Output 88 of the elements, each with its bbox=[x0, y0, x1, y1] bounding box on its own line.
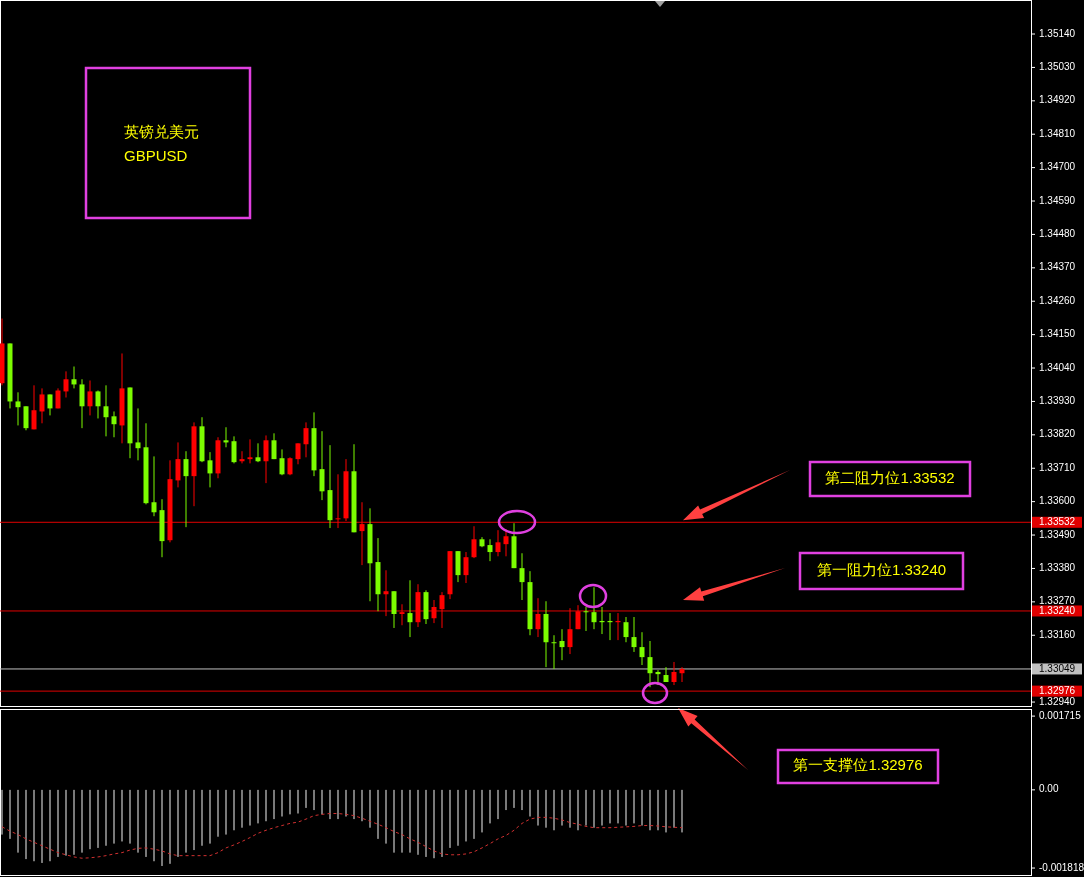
y-tick-label: 1.34040 bbox=[1039, 361, 1076, 373]
candlestick bbox=[263, 434, 269, 484]
y-tick-label: 1.33270 bbox=[1039, 595, 1076, 607]
ref-line-label: 1.33049 bbox=[1039, 662, 1076, 674]
candlestick bbox=[231, 435, 237, 464]
y-tick-label: 1.32940 bbox=[1039, 695, 1076, 707]
candlestick bbox=[335, 473, 341, 529]
candlestick bbox=[551, 634, 557, 670]
annotation: 第一支撑位1.32976 bbox=[793, 756, 923, 774]
annotation: 第一阻力位1.33240 bbox=[816, 560, 947, 578]
candlestick bbox=[223, 426, 229, 448]
candlestick bbox=[175, 441, 181, 488]
candlestick bbox=[519, 552, 525, 601]
candlestick bbox=[319, 430, 325, 501]
y-tick-label: 1.33490 bbox=[1039, 528, 1076, 540]
candlestick bbox=[495, 529, 501, 557]
candlestick bbox=[455, 550, 461, 583]
y-tick-label: 1.34700 bbox=[1039, 161, 1076, 173]
candlestick bbox=[15, 391, 21, 426]
y-tick-label: 1.34150 bbox=[1039, 328, 1076, 340]
y-tick-label: 1.33930 bbox=[1039, 395, 1076, 407]
candlestick bbox=[31, 384, 37, 430]
candlestick bbox=[567, 607, 573, 655]
candlestick bbox=[111, 410, 117, 438]
candlestick bbox=[279, 448, 285, 476]
candlestick bbox=[295, 442, 301, 465]
candlestick bbox=[663, 666, 669, 683]
y-tick-label: 1.34810 bbox=[1039, 127, 1076, 139]
candlestick bbox=[103, 384, 109, 437]
candlestick bbox=[151, 455, 157, 517]
candlestick bbox=[503, 528, 509, 557]
ref-line-label: 1.32976 bbox=[1039, 684, 1076, 696]
candlestick bbox=[271, 432, 277, 460]
y-tick-label: 1.34590 bbox=[1039, 194, 1076, 206]
candlestick bbox=[63, 370, 69, 398]
candlestick bbox=[391, 590, 397, 629]
candlestick bbox=[487, 538, 493, 562]
line-series bbox=[1, 813, 683, 859]
candlestick bbox=[431, 599, 437, 624]
candlestick bbox=[471, 525, 477, 559]
candlestick bbox=[583, 606, 589, 632]
candlestick bbox=[39, 387, 45, 424]
candlestick bbox=[383, 569, 389, 617]
candlestick bbox=[407, 579, 413, 638]
candlestick bbox=[631, 616, 637, 653]
candlestick bbox=[535, 597, 541, 638]
y-tick-label: 1.34260 bbox=[1039, 294, 1076, 306]
y-tick-label: 1.35030 bbox=[1039, 61, 1076, 73]
y-tick-label: 1.34370 bbox=[1039, 261, 1076, 273]
candlestick bbox=[463, 551, 469, 584]
y-tick-label: 1.33380 bbox=[1039, 562, 1076, 574]
candlestick bbox=[247, 438, 253, 464]
y-tick-label: 1.33820 bbox=[1039, 428, 1076, 440]
candlestick bbox=[95, 390, 101, 419]
candlestick bbox=[679, 666, 685, 683]
candlestick bbox=[239, 450, 245, 464]
ref-line-label: 1.33532 bbox=[1039, 515, 1076, 527]
y-tick-label: 0.00 bbox=[1039, 783, 1059, 795]
y-tick-label: 1.33710 bbox=[1039, 461, 1076, 473]
y-tick-label: 1.33600 bbox=[1039, 495, 1076, 507]
candlestick bbox=[135, 407, 141, 461]
candlestick bbox=[647, 640, 653, 688]
candlestick bbox=[23, 405, 29, 431]
y-tick-label: 1.34480 bbox=[1039, 228, 1076, 240]
candlestick bbox=[207, 451, 213, 488]
y-tick-label: 1.35140 bbox=[1039, 27, 1076, 39]
candlestick bbox=[255, 442, 261, 463]
candlestick bbox=[591, 586, 597, 630]
candlestick bbox=[399, 603, 405, 626]
candlestick bbox=[559, 628, 565, 661]
candlestick bbox=[71, 366, 77, 389]
ref-line-label: 1.33240 bbox=[1039, 604, 1076, 616]
candlestick bbox=[303, 421, 309, 458]
y-tick-label: 1.34920 bbox=[1039, 94, 1076, 106]
annotation: 第二阻力位1.33532 bbox=[825, 468, 955, 486]
candlestick bbox=[359, 501, 365, 566]
annotation: 英镑兑美元 GBPUSD bbox=[124, 122, 199, 164]
y-tick-label: 0.001715 bbox=[1039, 709, 1082, 721]
candlestick bbox=[79, 378, 85, 429]
candlestick bbox=[87, 379, 93, 416]
y-tick-label: -0.001818 bbox=[1039, 861, 1084, 873]
candlestick bbox=[183, 450, 189, 528]
candlestick bbox=[439, 591, 445, 629]
y-tick-label: 1.33160 bbox=[1039, 628, 1076, 640]
candlestick bbox=[623, 616, 629, 643]
candlestick bbox=[47, 393, 53, 416]
candlestick bbox=[671, 661, 677, 686]
candlestick bbox=[639, 631, 645, 666]
